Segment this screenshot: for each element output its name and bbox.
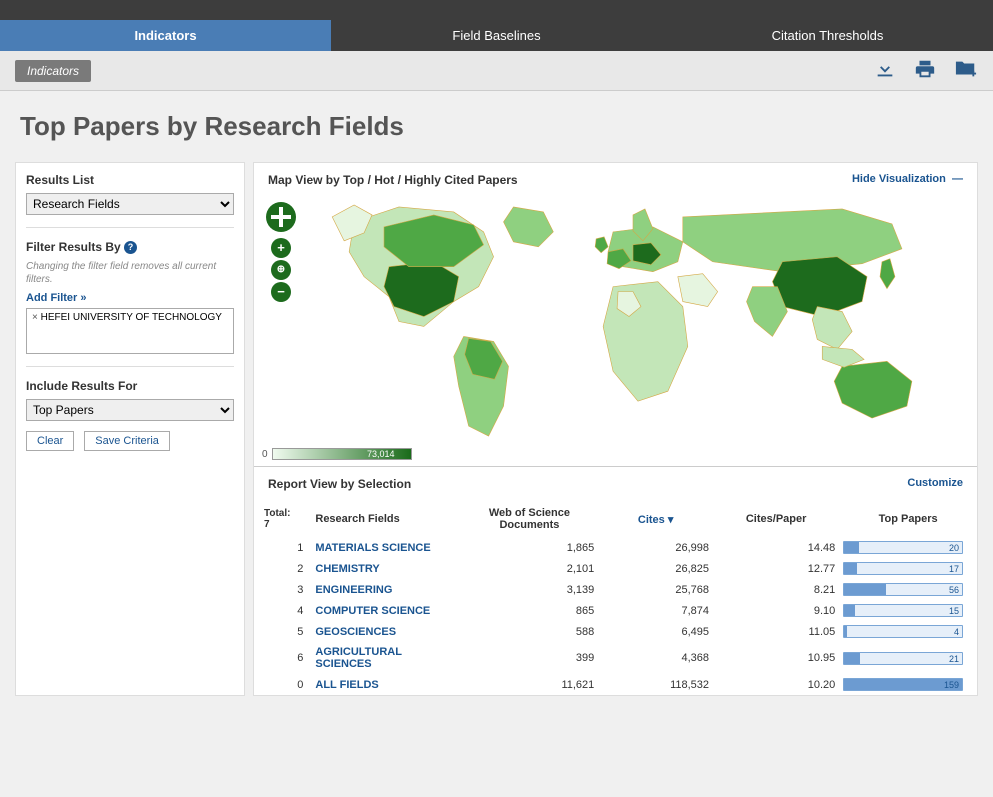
table-row: 1MATERIALS SCIENCE1,86526,99814.4820 bbox=[254, 537, 977, 558]
save-folder-icon[interactable] bbox=[954, 58, 978, 83]
row-cpp: 14.48 bbox=[713, 537, 839, 558]
row-cites: 7,874 bbox=[598, 600, 713, 621]
row-cpp: 11.05 bbox=[713, 621, 839, 642]
include-label: Include Results For bbox=[26, 379, 234, 393]
row-index: 4 bbox=[254, 600, 311, 621]
main-tabs: IndicatorsField BaselinesCitation Thresh… bbox=[0, 20, 993, 51]
row-cites: 26,998 bbox=[598, 537, 713, 558]
map-legend: 0 73,014 bbox=[262, 448, 416, 460]
table-row: 4COMPUTER SCIENCE8657,8749.1015 bbox=[254, 600, 977, 621]
row-cites: 26,825 bbox=[598, 558, 713, 579]
zoom-in-icon[interactable]: + bbox=[271, 238, 291, 258]
row-index: 2 bbox=[254, 558, 311, 579]
tab-field-baselines[interactable]: Field Baselines bbox=[331, 20, 662, 51]
download-icon[interactable] bbox=[874, 58, 896, 83]
row-field-link[interactable]: AGRICULTURAL SCIENCES bbox=[311, 642, 460, 674]
row-index: 1 bbox=[254, 537, 311, 558]
row-field-link[interactable]: ALL FIELDS bbox=[311, 674, 460, 695]
results-list-select[interactable]: Research Fields bbox=[26, 193, 234, 215]
customize-link[interactable]: Customize bbox=[907, 477, 963, 491]
row-field-link[interactable]: COMPUTER SCIENCE bbox=[311, 600, 460, 621]
row-field-link[interactable]: CHEMISTRY bbox=[311, 558, 460, 579]
row-field-link[interactable]: MATERIALS SCIENCE bbox=[311, 537, 460, 558]
col-wos[interactable]: Web of Science Documents bbox=[461, 501, 599, 537]
row-field-link[interactable]: GEOSCIENCES bbox=[311, 621, 460, 642]
clear-button[interactable]: Clear bbox=[26, 431, 74, 451]
tab-indicators[interactable]: Indicators bbox=[0, 20, 331, 51]
col-cites-paper[interactable]: Cites/Paper bbox=[713, 501, 839, 537]
row-wos: 865 bbox=[461, 600, 599, 621]
row-cpp: 12.77 bbox=[713, 558, 839, 579]
row-wos: 588 bbox=[461, 621, 599, 642]
row-index: 3 bbox=[254, 579, 311, 600]
zoom-out-icon[interactable]: − bbox=[271, 282, 291, 302]
map-title: Map View by Top / Hot / Highly Cited Pap… bbox=[268, 173, 518, 187]
total-header: Total:7 bbox=[254, 501, 311, 537]
table-row: 3ENGINEERING3,13925,7688.2156 bbox=[254, 579, 977, 600]
report-table: Total:7 Research Fields Web of Science D… bbox=[254, 501, 977, 695]
row-top-bar[interactable]: 4 bbox=[839, 621, 977, 642]
row-top-bar[interactable]: 56 bbox=[839, 579, 977, 600]
report-title: Report View by Selection bbox=[268, 477, 411, 491]
results-list-label: Results List bbox=[26, 173, 234, 187]
row-cites: 6,495 bbox=[598, 621, 713, 642]
tab-citation-thresholds[interactable]: Citation Thresholds bbox=[662, 20, 993, 51]
content-panel: Map View by Top / Hot / Highly Cited Pap… bbox=[253, 162, 978, 696]
col-cites[interactable]: Cites ▾ bbox=[598, 501, 713, 537]
row-wos: 1,865 bbox=[461, 537, 599, 558]
print-icon[interactable] bbox=[914, 58, 936, 83]
table-row: 2CHEMISTRY2,10126,82512.7717 bbox=[254, 558, 977, 579]
table-row: 5GEOSCIENCES5886,49511.054 bbox=[254, 621, 977, 642]
row-index: 5 bbox=[254, 621, 311, 642]
breadcrumb-chip: Indicators bbox=[15, 60, 91, 82]
row-top-bar[interactable]: 21 bbox=[839, 642, 977, 674]
map-controls: + ⊕ − bbox=[266, 202, 296, 304]
row-wos: 11,621 bbox=[461, 674, 599, 695]
sub-toolbar: Indicators bbox=[0, 51, 993, 91]
table-row: 6AGRICULTURAL SCIENCES3994,36810.9521 bbox=[254, 642, 977, 674]
filter-tag: × HEFEI UNIVERSITY OF TECHNOLOGY bbox=[29, 311, 225, 324]
col-top-papers[interactable]: Top Papers bbox=[839, 501, 977, 537]
page-title: Top Papers by Research Fields bbox=[0, 91, 993, 162]
row-index: 6 bbox=[254, 642, 311, 674]
table-row: 0ALL FIELDS11,621118,53210.20159 bbox=[254, 674, 977, 695]
col-research-fields[interactable]: Research Fields bbox=[311, 501, 460, 537]
filter-label: Filter Results By ? bbox=[26, 240, 234, 254]
row-field-link[interactable]: ENGINEERING bbox=[311, 579, 460, 600]
toolbar-icons bbox=[874, 58, 978, 83]
row-top-bar[interactable]: 15 bbox=[839, 600, 977, 621]
row-cites: 118,532 bbox=[598, 674, 713, 695]
row-wos: 3,139 bbox=[461, 579, 599, 600]
row-cites: 25,768 bbox=[598, 579, 713, 600]
world-map[interactable]: + ⊕ − bbox=[254, 197, 977, 467]
filter-hint: Changing the filter field removes all cu… bbox=[26, 260, 234, 286]
row-top-bar[interactable]: 20 bbox=[839, 537, 977, 558]
row-cpp: 9.10 bbox=[713, 600, 839, 621]
sidebar: Results List Research Fields Filter Resu… bbox=[15, 162, 245, 696]
hide-visualization-link[interactable]: Hide Visualization — bbox=[852, 173, 963, 187]
row-cites: 4,368 bbox=[598, 642, 713, 674]
row-cpp: 10.20 bbox=[713, 674, 839, 695]
row-wos: 2,101 bbox=[461, 558, 599, 579]
row-wos: 399 bbox=[461, 642, 599, 674]
row-top-bar[interactable]: 17 bbox=[839, 558, 977, 579]
top-brand-bar bbox=[0, 0, 993, 20]
pan-control-icon[interactable] bbox=[266, 202, 296, 232]
row-cpp: 8.21 bbox=[713, 579, 839, 600]
globe-icon[interactable]: ⊕ bbox=[271, 260, 291, 280]
save-criteria-button[interactable]: Save Criteria bbox=[84, 431, 170, 451]
include-select[interactable]: Top Papers bbox=[26, 399, 234, 421]
help-icon[interactable]: ? bbox=[124, 241, 137, 254]
row-index: 0 bbox=[254, 674, 311, 695]
remove-filter-icon[interactable]: × bbox=[32, 312, 38, 323]
row-top-bar[interactable]: 159 bbox=[839, 674, 977, 695]
row-cpp: 10.95 bbox=[713, 642, 839, 674]
add-filter-link[interactable]: Add Filter » bbox=[26, 292, 87, 304]
filter-box: × HEFEI UNIVERSITY OF TECHNOLOGY bbox=[26, 308, 234, 354]
